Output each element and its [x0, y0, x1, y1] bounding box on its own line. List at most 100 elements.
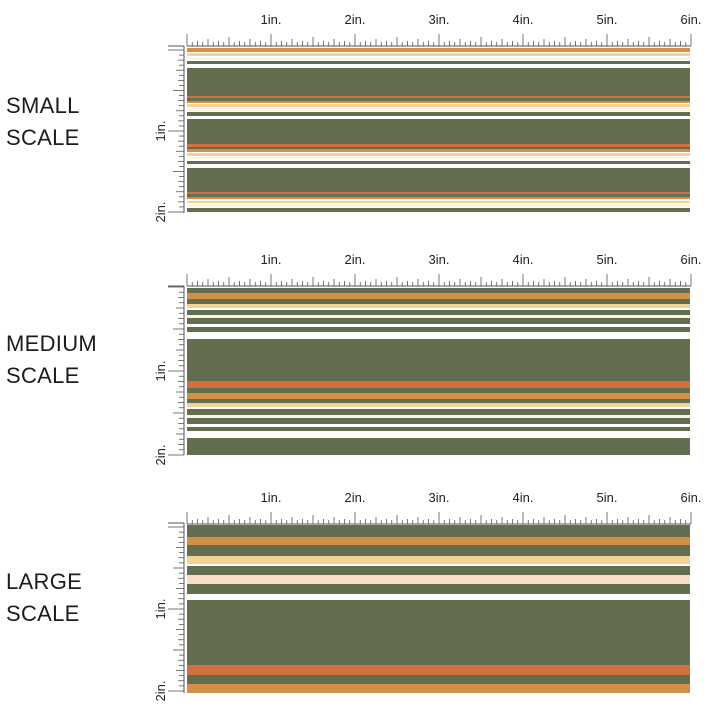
small-scale-label: SMALL SCALE: [6, 93, 80, 150]
stripe-peach: [187, 575, 690, 585]
stripe-olive: [187, 288, 690, 294]
vertical-ruler-label: 1in.: [153, 361, 168, 382]
stripe-olive: [187, 398, 690, 404]
stripe-olive: [187, 426, 690, 432]
small-fabric-swatch: [187, 48, 690, 213]
ruler-label-2in: 2in.: [345, 12, 366, 27]
stripe-white: [187, 431, 690, 439]
stripe-white: [187, 110, 690, 113]
medium-scale-label: MEDIUM SCALE: [6, 331, 98, 388]
ruler-label-2in: 2in.: [345, 252, 366, 267]
stripe-white: [187, 159, 690, 161]
ruler-label-4in: 4in.: [513, 12, 534, 27]
stripe-olive: [187, 545, 690, 557]
stripe-olive: [187, 599, 690, 666]
ruler-label-4in: 4in.: [513, 252, 534, 267]
stripe-white: [187, 103, 690, 105]
stripe-olive: [187, 327, 690, 332]
large-fabric-swatch: [187, 525, 690, 693]
stripe-white: [187, 151, 690, 154]
stripe-olive: [187, 674, 690, 685]
stripe-olive: [187, 60, 690, 65]
ruler-label-6in: 6in.: [681, 490, 702, 505]
stripe-olive: [187, 318, 690, 325]
stripe-white: [187, 59, 690, 61]
stripe-cream: [187, 53, 690, 56]
stripe-white: [187, 203, 690, 205]
stripe-orange: [187, 191, 690, 195]
stripe-white: [187, 199, 690, 201]
stripe-mustard: [187, 537, 690, 546]
stripe-cream: [187, 153, 690, 156]
vertical-ruler-label: 2in.: [153, 445, 168, 466]
ruler-label-1in: 1in.: [261, 490, 282, 505]
stripe-olive: [187, 208, 690, 213]
stripe-cream: [187, 403, 690, 408]
ruler-label-5in: 5in.: [597, 490, 618, 505]
stripe-olive: [187, 565, 690, 576]
stripe-olive: [187, 98, 690, 101]
stripe-mustard: [187, 683, 690, 693]
stripe-olive: [187, 168, 690, 193]
stripe-ivory: [187, 108, 690, 111]
stripe-white: [187, 593, 690, 601]
stripe-mustard: [187, 100, 690, 104]
stripe-orange: [187, 144, 690, 148]
stripe-ivory: [187, 414, 690, 419]
stripe-olive: [187, 160, 690, 165]
stripe-white: [187, 211, 690, 213]
ruler-label-1in: 1in.: [261, 12, 282, 27]
stripe-ivory: [187, 314, 690, 319]
stripe-cream: [187, 200, 690, 204]
stripe-olive: [187, 299, 690, 304]
ruler-label-6in: 6in.: [681, 12, 702, 27]
stripe-cream: [187, 555, 690, 565]
stripe-olive: [187, 387, 690, 394]
stripe-olive: [187, 111, 690, 116]
ruler-label-4in: 4in.: [513, 490, 534, 505]
stripe-white: [187, 563, 690, 567]
stripe-white: [187, 106, 690, 109]
stripe-white: [187, 51, 690, 54]
stripe-mustard: [187, 48, 690, 53]
stripe-olive: [187, 68, 690, 96]
stripe-olive: [187, 146, 690, 150]
stripe-olive: [187, 409, 690, 415]
stripe-white: [187, 64, 690, 69]
stripe-olive: [187, 309, 690, 316]
stripe-orange: [187, 95, 690, 99]
large-ruler: 1in. 2in. 3in. 4in. 5in. 6in. 1in. 2in.: [153, 490, 702, 702]
vertical-ruler-label: 2in.: [153, 202, 168, 223]
small-scale-section: SMALL SCALE 1in. 2in. 3in. 4in. 5in. 6in. 1in. 2…: [0, 0, 720, 240]
stripe-olive: [187, 194, 690, 198]
stripe-white: [187, 55, 690, 58]
stripe-mustard: [187, 149, 690, 153]
stripe-white: [187, 307, 690, 311]
medium-fabric-swatch: [187, 288, 690, 455]
ruler-label-5in: 5in.: [597, 12, 618, 27]
ruler-label-5in: 5in.: [597, 252, 618, 267]
stripe-olive: [187, 338, 690, 382]
stripe-olive: [187, 525, 690, 538]
stripe-white: [187, 155, 690, 158]
ruler-label-3in: 3in.: [429, 12, 450, 27]
stripe-cream: [187, 303, 690, 309]
stripe-white: [187, 423, 690, 428]
stripe-mustard: [187, 392, 690, 400]
ruler-label-3in: 3in.: [429, 490, 450, 505]
stripe-ivory: [187, 156, 690, 160]
stripe-white: [187, 206, 690, 209]
stripe-ivory: [187, 56, 690, 60]
small-ruler: 1in. 2in. 3in. 4in. 5in. 6in. 1in. 2in.: [153, 12, 702, 223]
stripe-mustard: [187, 196, 690, 200]
stripe-olive: [187, 584, 690, 595]
stripe-olive: [187, 417, 690, 425]
stripe-ivory: [187, 204, 690, 208]
ruler-label-6in: 6in.: [681, 252, 702, 267]
medium-ruler: 1in. 2in. 3in. 4in. 5in. 6in. 1in. 2in.: [153, 252, 702, 466]
large-scale-section: LARGE SCALE 1in. 2in. 3in. 4in. 5in. 6in. 1in. 2…: [0, 478, 720, 718]
large-scale-label: LARGE SCALE: [6, 569, 83, 626]
vertical-ruler-label: 2in.: [153, 681, 168, 702]
stripe-cream: [187, 104, 690, 108]
stripe-white: [187, 324, 690, 328]
